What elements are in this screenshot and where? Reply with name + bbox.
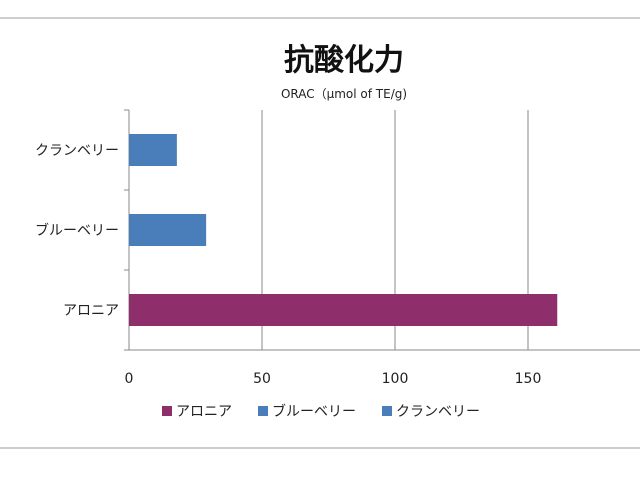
bars: [129, 134, 558, 326]
chart-subtitle: ORAC（µmol of TE/g): [281, 87, 407, 101]
legend-label: アロニア: [176, 404, 232, 420]
tick-labels: 0 50 100 150: [125, 371, 542, 387]
x-tick-label: 0: [125, 371, 134, 387]
legend: アロニア ブルーベリー クランベリー: [162, 403, 480, 420]
legend-label: ブルーベリー: [272, 403, 356, 420]
category-label: ブルーベリー: [35, 222, 119, 239]
legend-swatch: [258, 406, 268, 416]
bar: [129, 214, 207, 246]
x-tick-label: 100: [382, 371, 409, 387]
category-label: アロニア: [63, 303, 119, 319]
bar: [129, 134, 177, 166]
category-label: クランベリー: [35, 143, 119, 159]
legend-swatch: [382, 406, 392, 416]
x-tick-label: 50: [253, 371, 271, 387]
legend-swatch: [162, 406, 172, 416]
legend-label: クランベリー: [396, 404, 480, 420]
bar: [129, 294, 558, 326]
chart-title: 抗酸化力: [284, 43, 404, 78]
x-tick-label: 150: [515, 371, 542, 387]
